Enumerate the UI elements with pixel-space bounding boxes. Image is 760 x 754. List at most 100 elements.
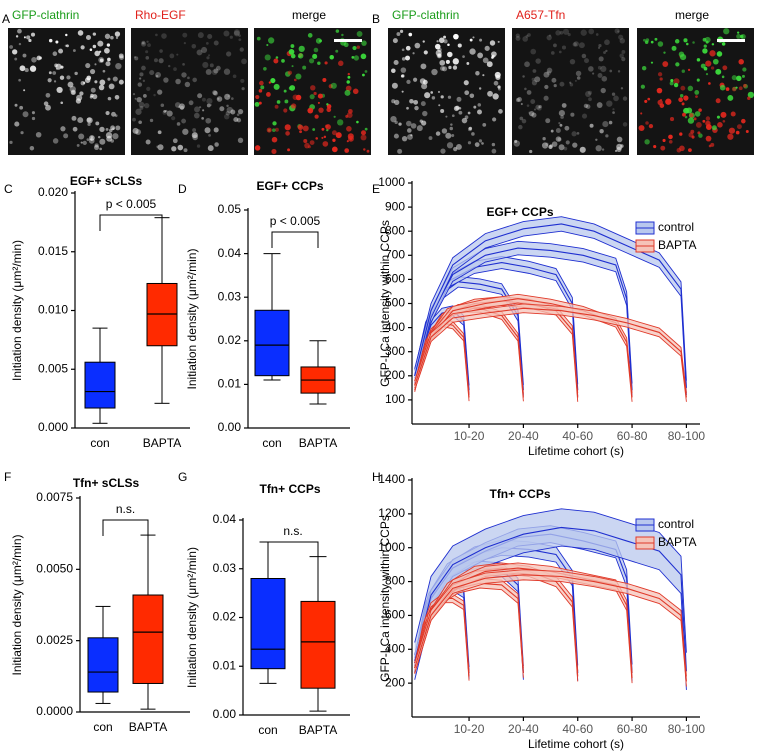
micrograph-spot: [206, 98, 213, 105]
y-axis-label: Initiation density (μm²/min): [185, 547, 199, 688]
micrograph-spot: [87, 122, 91, 127]
micrograph-spot: [443, 39, 448, 44]
micrograph-spot: [60, 65, 64, 69]
micrograph-spot: [94, 63, 97, 66]
micrograph-spot: [617, 30, 620, 33]
micrograph-spot: [409, 98, 414, 104]
micrograph-spot: [682, 112, 686, 117]
micrograph-spot: [53, 80, 57, 83]
micrograph-spot: [239, 47, 244, 52]
chart-title: Tfn+ CCPs: [489, 487, 550, 501]
significance-bracket: [271, 231, 319, 248]
micrograph-spot: [489, 40, 496, 46]
scale-bar: [717, 39, 745, 42]
micrograph-spot: [134, 56, 139, 61]
micrograph-spot: [364, 70, 368, 73]
micrograph-spot: [23, 89, 26, 92]
micrograph-spot: [736, 124, 742, 130]
micrograph-spot: [445, 59, 450, 64]
micrograph-spot: [307, 107, 314, 114]
micrograph-spot: [112, 133, 119, 140]
micrograph-spot: [727, 95, 734, 101]
y-tick-label: 1000: [378, 540, 405, 554]
micrograph-spot: [515, 35, 521, 41]
micrograph-spot: [452, 65, 458, 70]
micrograph-spot: [531, 80, 538, 86]
micrograph-spot: [412, 52, 415, 55]
micrograph-spot: [106, 43, 111, 47]
micrograph-spot: [736, 34, 741, 39]
micrograph-spot: [238, 34, 241, 37]
micrograph-spot: [400, 67, 407, 73]
micrograph-spot: [722, 119, 726, 123]
micrograph-spot: [497, 40, 500, 43]
micrograph-spot: [92, 32, 97, 36]
micrograph-spot: [419, 78, 426, 84]
micrograph-spot: [22, 111, 29, 118]
micrograph-spot: [722, 65, 728, 71]
micrograph-spot: [105, 61, 111, 67]
mean-line: [414, 307, 687, 398]
micrograph-spot: [219, 106, 225, 112]
micrograph-spot: [717, 122, 723, 128]
micrograph-spot: [55, 40, 59, 44]
micrograph-spot: [18, 78, 21, 82]
micrograph-spot: [492, 93, 499, 100]
micrograph-spot: [78, 133, 85, 140]
micrograph-spot: [173, 67, 177, 72]
micrograph-spot: [335, 49, 339, 53]
micrograph-spot: [302, 65, 307, 70]
micrograph-spot: [422, 40, 425, 43]
micrograph-spot: [332, 138, 336, 142]
micrograph-spot: [293, 78, 297, 82]
micrograph-spot: [177, 144, 184, 151]
micrograph-spot: [678, 51, 685, 57]
y-tick-label: 500: [385, 296, 405, 310]
micrograph-spot: [266, 43, 269, 47]
micrograph-spot: [524, 61, 530, 68]
micrograph-spot: [105, 127, 109, 131]
micrograph-spot: [393, 133, 399, 139]
micrograph-spot: [60, 101, 64, 105]
micrograph-spot: [477, 103, 482, 107]
micrograph-spot: [431, 68, 438, 76]
micrograph-spot: [364, 127, 368, 131]
y-tick-label: 800: [385, 574, 405, 588]
micrograph-spot: [438, 104, 441, 107]
micrograph-spot: [705, 116, 711, 121]
micrograph-spot: [284, 124, 291, 131]
micrograph-spot: [528, 110, 535, 117]
micrograph-spot: [711, 125, 717, 131]
micrograph-spot: [213, 40, 219, 46]
micrograph-spot: [437, 90, 441, 93]
micrograph-spot: [428, 136, 433, 140]
micrograph-spot: [175, 78, 181, 85]
micrograph-spot: [226, 51, 232, 57]
micrograph-spot: [346, 126, 352, 132]
micrograph-spot: [702, 119, 706, 123]
micrograph-spot: [142, 42, 145, 45]
micrograph-spot: [55, 68, 58, 71]
y-tick-label: 0.03: [213, 561, 237, 575]
micrograph-spot: [401, 57, 406, 61]
micrograph-spot: [616, 146, 622, 153]
micrograph-spot: [597, 65, 602, 70]
y-tick-label: 0.0075: [36, 490, 73, 504]
micrograph-spot: [456, 96, 462, 102]
micrograph-spot: [679, 145, 685, 152]
micrograph-spot: [401, 74, 405, 78]
micrograph-spot: [393, 59, 399, 66]
micrograph-spot: [308, 58, 315, 64]
micrograph-spot: [258, 101, 262, 105]
micrograph-spot: [213, 90, 218, 96]
legend-label: control: [658, 517, 694, 531]
micrograph-spot: [15, 35, 19, 38]
micrograph-spot: [683, 38, 688, 43]
micrograph-spot: [588, 90, 593, 95]
micrograph-spot: [79, 91, 84, 96]
micrograph-spot: [464, 90, 470, 96]
image-label: merge: [292, 8, 326, 22]
x-tick-label: BAPTA: [299, 723, 337, 737]
micrograph-spot: [223, 30, 230, 37]
micrograph-spot: [356, 31, 363, 37]
